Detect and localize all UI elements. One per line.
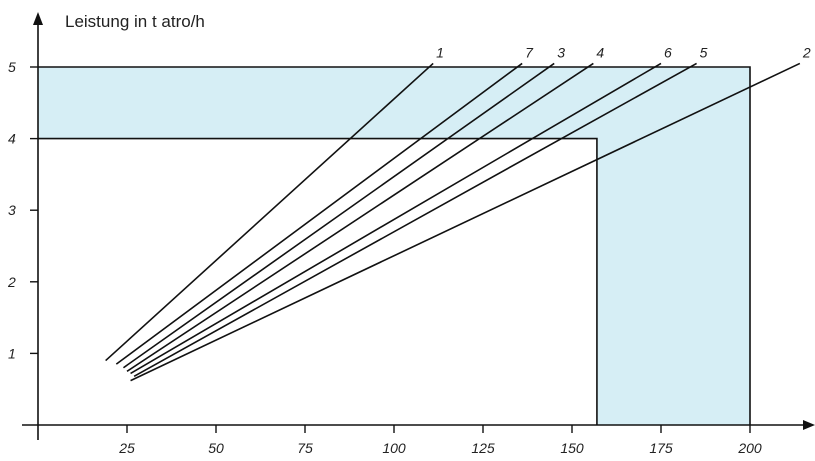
x-tick-label: 100 bbox=[382, 440, 406, 456]
series-line-7 bbox=[115, 62, 523, 365]
y-tick-label: 3 bbox=[8, 202, 16, 218]
y-tick-label: 2 bbox=[7, 274, 16, 290]
y-tick-label: 4 bbox=[8, 131, 16, 147]
series-label-7: 7 bbox=[525, 44, 534, 60]
series-label-6: 6 bbox=[664, 44, 672, 60]
series-lines: 1 7 3 4 6 5 2 bbox=[105, 44, 811, 382]
series-label-3: 3 bbox=[557, 44, 565, 60]
x-tick-label: 150 bbox=[560, 440, 584, 456]
x-tick-label: 50 bbox=[208, 440, 224, 456]
x-tick-label: 125 bbox=[471, 440, 495, 456]
x-tick-label: 75 bbox=[297, 440, 313, 456]
series-line-4 bbox=[126, 62, 594, 372]
series-label-4: 4 bbox=[596, 44, 604, 60]
x-tick-label: 200 bbox=[737, 440, 762, 456]
series-line-3 bbox=[122, 62, 555, 369]
y-tick-label: 5 bbox=[8, 59, 16, 75]
region-outline-outer bbox=[38, 66, 751, 425]
x-tick-label: 25 bbox=[118, 440, 135, 456]
region-outline-inner bbox=[38, 137, 598, 425]
white-region-inner bbox=[38, 138, 597, 425]
axis-ticks: 25 50 75 100 125 150 175 200 1 2 3 4 5 bbox=[7, 59, 762, 456]
series-line-2 bbox=[130, 62, 801, 382]
x-tick-label: 175 bbox=[649, 440, 673, 456]
axes: Leistung in t atro/h bbox=[22, 12, 815, 440]
series-label-2: 2 bbox=[802, 44, 811, 60]
y-tick-label: 1 bbox=[8, 345, 16, 361]
series-line-6 bbox=[130, 62, 662, 375]
y-axis-arrow bbox=[33, 12, 43, 25]
series-line-5 bbox=[133, 62, 697, 378]
series-label-5: 5 bbox=[700, 44, 708, 60]
shaded-regions bbox=[38, 66, 751, 425]
x-axis-arrow bbox=[803, 420, 815, 430]
y-axis-label: Leistung in t atro/h bbox=[65, 12, 205, 31]
series-label-1: 1 bbox=[436, 44, 444, 60]
series-line-1 bbox=[105, 62, 434, 362]
